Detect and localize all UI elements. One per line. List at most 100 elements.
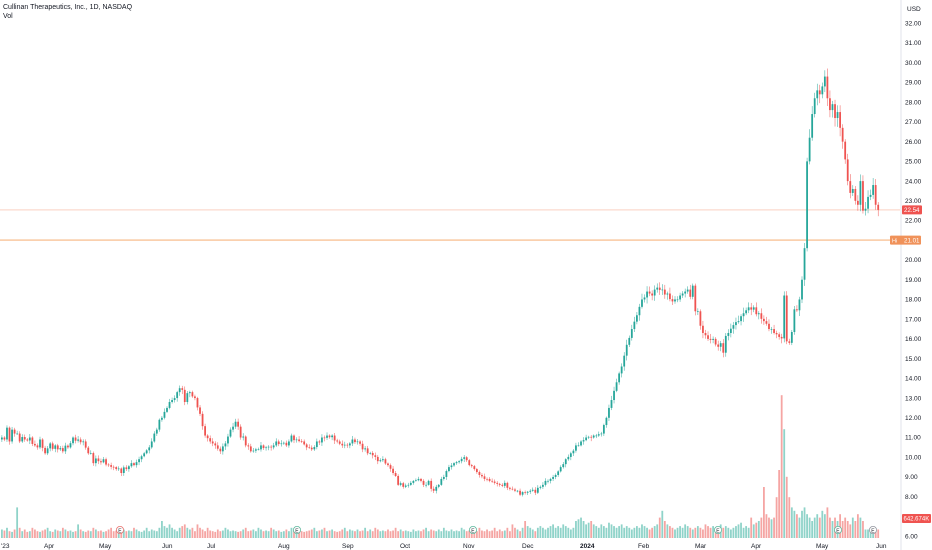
volume-bar bbox=[219, 531, 222, 538]
candle bbox=[745, 307, 748, 316]
candle bbox=[823, 70, 826, 93]
x-tick-label: May bbox=[99, 543, 112, 550]
candle bbox=[211, 438, 214, 447]
candle bbox=[87, 446, 90, 455]
candle-body bbox=[277, 441, 280, 445]
candle bbox=[854, 186, 857, 205]
candle bbox=[483, 473, 486, 482]
candle bbox=[331, 434, 333, 441]
volume-bar bbox=[691, 529, 694, 538]
candle bbox=[183, 386, 186, 406]
volume-bar bbox=[498, 529, 501, 538]
candle bbox=[747, 302, 750, 314]
earnings-marker[interactable]: E bbox=[714, 526, 723, 535]
candle bbox=[562, 462, 565, 469]
candle-body bbox=[150, 441, 153, 448]
candle bbox=[577, 442, 580, 447]
candle-body bbox=[727, 332, 730, 336]
earnings-marker[interactable]: E bbox=[116, 526, 125, 535]
earnings-marker-badge[interactable] bbox=[834, 526, 843, 535]
volume-bar bbox=[112, 531, 115, 538]
volume-bar bbox=[442, 527, 445, 538]
earnings-marker-badge[interactable] bbox=[468, 526, 477, 535]
last-price-tag bbox=[902, 205, 922, 215]
volume-bar bbox=[120, 531, 123, 538]
candle-body bbox=[600, 433, 603, 435]
volume-bar bbox=[288, 531, 290, 538]
earnings-marker[interactable]: E bbox=[869, 526, 878, 535]
candle bbox=[526, 490, 529, 496]
volume-bar bbox=[415, 531, 417, 538]
currency-label: USD bbox=[907, 6, 921, 13]
candle bbox=[161, 416, 163, 422]
candle-body bbox=[811, 114, 814, 138]
earnings-marker[interactable]: E bbox=[468, 526, 477, 535]
earnings-marker-badge[interactable] bbox=[116, 526, 125, 535]
candle bbox=[133, 462, 135, 467]
candle-body bbox=[336, 440, 339, 442]
earnings-marker[interactable]: E bbox=[292, 526, 301, 535]
earnings-marker[interactable]: E bbox=[834, 526, 843, 535]
candle-body bbox=[392, 468, 394, 474]
earnings-marker-badge[interactable] bbox=[869, 526, 878, 535]
volume-bar bbox=[376, 529, 379, 538]
volume-bar bbox=[796, 514, 798, 538]
candle-body bbox=[783, 295, 786, 339]
candle-body bbox=[262, 445, 265, 449]
candle bbox=[602, 423, 605, 437]
candle bbox=[844, 139, 847, 164]
candle-body bbox=[224, 443, 227, 447]
candle bbox=[392, 466, 394, 476]
candle-body bbox=[18, 433, 21, 442]
candle-body bbox=[689, 289, 692, 297]
candle bbox=[186, 391, 189, 405]
earnings-marker-badge[interactable] bbox=[714, 526, 723, 535]
candle bbox=[364, 446, 367, 452]
candle bbox=[379, 458, 382, 463]
candle bbox=[130, 460, 133, 468]
candle-body bbox=[712, 338, 714, 340]
candle bbox=[56, 443, 59, 453]
volume-bar bbox=[773, 517, 775, 538]
candles bbox=[1, 68, 880, 497]
candle bbox=[519, 488, 521, 497]
candle-body bbox=[11, 429, 13, 442]
volume-bar bbox=[491, 530, 494, 538]
candle-body bbox=[839, 112, 841, 128]
candle bbox=[826, 68, 829, 107]
candle-body bbox=[422, 480, 425, 485]
candle bbox=[768, 319, 770, 332]
candle-body bbox=[608, 407, 610, 418]
volume-bar bbox=[404, 530, 407, 538]
volume-bar bbox=[653, 526, 656, 538]
volume-bar bbox=[51, 531, 54, 538]
candle-body bbox=[663, 289, 666, 295]
volume-bar bbox=[318, 530, 321, 538]
volume-bar bbox=[613, 526, 615, 538]
volume-bar bbox=[437, 529, 440, 538]
candle bbox=[313, 445, 316, 451]
y-tick-label: 20.00 bbox=[905, 257, 922, 264]
candle-body bbox=[343, 444, 346, 446]
candle bbox=[361, 440, 364, 453]
candle-body bbox=[765, 321, 768, 324]
volume-bar bbox=[196, 524, 199, 538]
candle-body bbox=[199, 407, 201, 414]
volume-bar bbox=[651, 527, 654, 538]
candle-body bbox=[432, 488, 435, 491]
volume-bar bbox=[803, 507, 806, 538]
candle bbox=[232, 422, 234, 433]
candle-body bbox=[8, 427, 11, 442]
x-tick-label: Oct bbox=[400, 543, 410, 550]
volume-bar bbox=[361, 530, 364, 538]
earnings-marker-badge[interactable] bbox=[292, 526, 301, 535]
candle-body bbox=[54, 445, 57, 449]
candle-body bbox=[826, 76, 829, 99]
candle-body bbox=[478, 472, 481, 475]
candle-body bbox=[740, 316, 742, 322]
candle bbox=[491, 478, 494, 483]
candle bbox=[166, 406, 168, 414]
candle-body bbox=[656, 287, 659, 290]
x-tick-label: Jul bbox=[207, 543, 216, 550]
